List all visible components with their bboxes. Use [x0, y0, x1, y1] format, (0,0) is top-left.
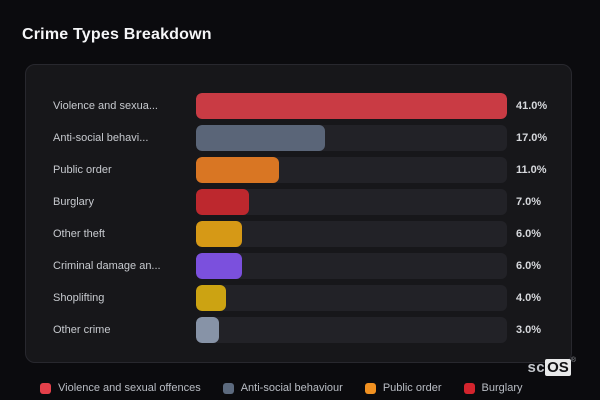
legend-item[interactable]: Anti-social behaviour — [222, 382, 343, 394]
category-label: Shoplifting — [53, 292, 105, 304]
bar-row: Anti-social behavi... 17.0% — [26, 125, 571, 151]
legend-item[interactable]: Burglary — [463, 382, 523, 394]
legend-item[interactable]: Violence and sexual offences — [40, 382, 201, 394]
category-label: Other theft — [53, 228, 105, 240]
bar[interactable] — [196, 93, 507, 119]
value-label: 3.0% — [516, 324, 542, 336]
bar-row: Other crime 3.0% — [26, 317, 571, 343]
value-label: 41.0% — [516, 100, 548, 112]
value-label: 4.0% — [516, 292, 542, 304]
legend-label: Public order — [382, 382, 442, 394]
bar-track — [196, 221, 507, 247]
bar-row: Burglary 7.0% — [26, 189, 571, 215]
category-label: Anti-social behavi... — [53, 132, 149, 144]
bar-row: Other theft 6.0% — [26, 221, 571, 247]
bar[interactable] — [196, 189, 250, 215]
bar[interactable] — [196, 317, 219, 343]
bar-row: Criminal damage an... 6.0% — [26, 253, 571, 279]
legend-swatch-icon — [364, 382, 376, 394]
bar[interactable] — [196, 157, 280, 183]
scos-logo: sc OS ® — [527, 357, 576, 376]
logo-prefix: sc — [527, 359, 546, 376]
registered-trademark-icon: ® — [570, 357, 576, 364]
page-title: Crime Types Breakdown — [22, 26, 212, 43]
value-label: 6.0% — [516, 228, 542, 240]
bar[interactable] — [196, 221, 242, 247]
category-label: Other crime — [53, 324, 111, 336]
legend-label: Anti-social behaviour — [240, 382, 343, 394]
bar-row: Public order 11.0% — [26, 157, 571, 183]
legend-item[interactable]: Public order — [364, 382, 442, 394]
legend-swatch-icon — [222, 382, 234, 394]
category-label: Criminal damage an... — [53, 260, 161, 272]
chart-legend: Violence and sexual offences Anti-social… — [40, 382, 523, 394]
bar-track — [196, 125, 507, 151]
category-label: Public order — [53, 164, 112, 176]
value-label: 17.0% — [516, 132, 548, 144]
bar-track — [196, 157, 507, 183]
category-label: Violence and sexua... — [53, 100, 158, 112]
bar[interactable] — [196, 285, 227, 311]
bar-row: Violence and sexua... 41.0% — [26, 93, 571, 119]
bar-rows: Violence and sexua... 41.0% Anti-social … — [26, 93, 571, 343]
category-label: Burglary — [53, 196, 94, 208]
value-label: 7.0% — [516, 196, 542, 208]
bar-track — [196, 317, 507, 343]
bar-track — [196, 93, 507, 119]
bar-track — [196, 285, 507, 311]
legend-swatch-icon — [40, 382, 51, 394]
bar-track — [196, 253, 507, 279]
bar[interactable] — [196, 253, 242, 279]
value-label: 11.0% — [516, 164, 547, 176]
crime-types-chart-card: Violence and sexua... 41.0% Anti-social … — [25, 64, 572, 363]
value-label: 6.0% — [516, 260, 542, 272]
bar[interactable] — [196, 125, 325, 151]
legend-label: Burglary — [481, 382, 523, 394]
logo-suffix: OS — [545, 359, 571, 376]
bar-row: Shoplifting 4.0% — [26, 285, 571, 311]
legend-swatch-icon — [463, 382, 475, 394]
bar-track — [196, 189, 507, 215]
legend-label: Violence and sexual offences — [58, 382, 201, 394]
